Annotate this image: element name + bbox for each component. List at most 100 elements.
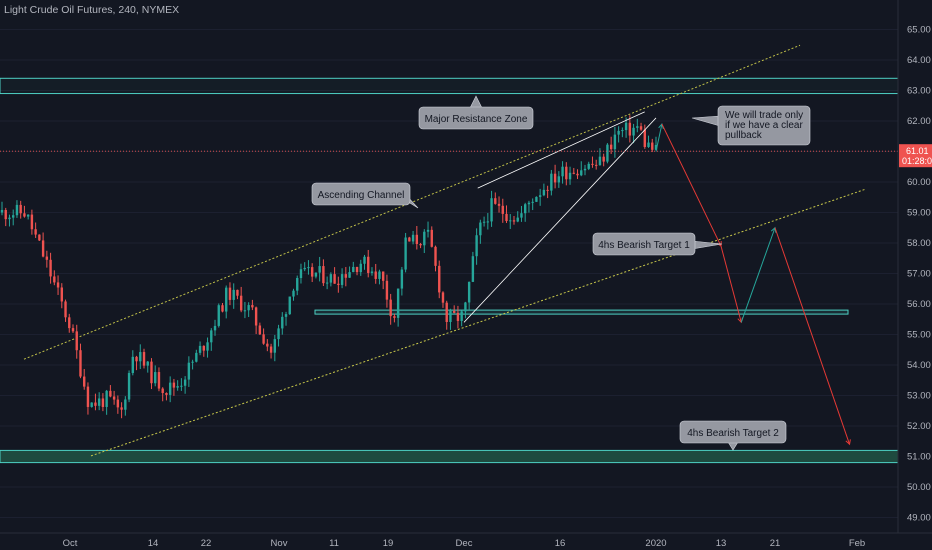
countdown-label: 01:28:03 bbox=[902, 156, 932, 166]
candle-body bbox=[415, 234, 419, 244]
candle-body bbox=[438, 265, 441, 293]
candle-body bbox=[501, 205, 504, 214]
candle-body bbox=[348, 272, 351, 278]
candle-body bbox=[127, 373, 131, 400]
time-scale[interactable]: Oct 14 22 Nov 11 19 Dec 16 2020 13 21 Feb bbox=[0, 532, 932, 549]
candle-body bbox=[359, 263, 362, 273]
target2-callout[interactable]: 4hs Bearish Target 2 bbox=[679, 420, 787, 451]
channel-lower-line[interactable] bbox=[90, 188, 867, 457]
candle-body bbox=[131, 356, 134, 374]
candle-body bbox=[262, 334, 265, 344]
target1-callout[interactable]: 4hs Bearish Target 1 bbox=[592, 232, 723, 256]
candle-body bbox=[441, 292, 445, 303]
candle-body bbox=[176, 386, 179, 388]
resistance-callout[interactable]: Major Resistance Zone bbox=[418, 95, 534, 130]
candle-body bbox=[322, 266, 325, 284]
candle-body bbox=[617, 130, 620, 135]
resistance-callout-text: Major Resistance Zone bbox=[425, 114, 528, 125]
candle-body bbox=[307, 267, 310, 269]
candle-body bbox=[225, 287, 228, 312]
price-tick-label: 50.00 bbox=[907, 482, 931, 493]
candle-body bbox=[161, 388, 164, 394]
candle-body bbox=[636, 126, 639, 128]
channel-callout[interactable]: Ascending Channel bbox=[311, 182, 419, 209]
candle-body bbox=[239, 295, 243, 311]
candle-body bbox=[325, 282, 329, 284]
zone-3[interactable] bbox=[0, 449, 899, 464]
candle-body bbox=[198, 345, 202, 353]
candle-body bbox=[482, 221, 486, 223]
wedge-upper[interactable] bbox=[477, 111, 645, 189]
candle-body bbox=[464, 302, 467, 312]
candle-body bbox=[426, 229, 430, 232]
candle-body bbox=[516, 217, 519, 222]
candle-body bbox=[624, 122, 628, 131]
candle-body bbox=[572, 172, 575, 174]
target1-callout-text: 4hs Bearish Target 1 bbox=[598, 240, 690, 251]
projection-segment[interactable] bbox=[740, 227, 776, 323]
candle-body bbox=[512, 220, 516, 222]
candle-body bbox=[639, 126, 643, 130]
candle-body bbox=[254, 307, 258, 326]
candle-body bbox=[142, 352, 146, 366]
candle-body bbox=[381, 271, 385, 281]
candle-body bbox=[520, 213, 523, 218]
candle-body bbox=[180, 385, 183, 387]
candle-body bbox=[154, 372, 157, 384]
projection-segment[interactable] bbox=[720, 245, 742, 323]
candle-body bbox=[292, 290, 295, 297]
candle-body bbox=[419, 243, 422, 246]
time-tick-label: 22 bbox=[201, 538, 212, 549]
candle-body bbox=[83, 376, 86, 387]
candle-body bbox=[606, 144, 609, 162]
candle-body bbox=[550, 173, 553, 191]
candle-body bbox=[101, 398, 105, 407]
zone-1[interactable] bbox=[0, 77, 899, 95]
candle-body bbox=[97, 398, 101, 406]
projection-path[interactable] bbox=[655, 123, 851, 446]
candle-body bbox=[475, 235, 478, 257]
price-tick-label: 64.00 bbox=[907, 55, 931, 66]
candle-body bbox=[277, 328, 280, 340]
candle-body bbox=[647, 142, 650, 147]
wedge-lower[interactable] bbox=[463, 117, 657, 323]
price-scale[interactable]: 65.00 64.00 63.00 62.00 60.00 59.00 58.00 57.00… bbox=[897, 0, 932, 550]
candle-body bbox=[654, 144, 658, 150]
candle-body bbox=[479, 222, 482, 236]
candle-body bbox=[94, 402, 97, 406]
candle-body bbox=[434, 246, 437, 266]
candle-body bbox=[400, 269, 404, 289]
candle-body bbox=[456, 312, 460, 321]
candle-body bbox=[318, 266, 321, 273]
price-tick-label: 51.00 bbox=[907, 452, 931, 463]
ascending-channel[interactable] bbox=[23, 44, 867, 457]
candle-body bbox=[531, 201, 534, 203]
projection-segment[interactable] bbox=[661, 123, 722, 247]
projection-segment[interactable] bbox=[774, 227, 851, 445]
candle-body bbox=[45, 256, 49, 260]
price-tick-label: 53.00 bbox=[907, 391, 931, 402]
candle-body bbox=[0, 209, 4, 213]
candle-body bbox=[49, 259, 52, 277]
channel-upper-line[interactable] bbox=[23, 44, 801, 360]
candle-body bbox=[90, 402, 93, 407]
rising-wedge[interactable] bbox=[463, 111, 657, 323]
candle-body bbox=[217, 305, 220, 326]
candle-body bbox=[467, 281, 471, 303]
callouts[interactable]: Major Resistance Zone Ascending Channel We… bbox=[311, 95, 811, 451]
chart-title: Light Crude Oil Futures, 240, NYMEX bbox=[4, 4, 180, 16]
price-tick-label: 62.00 bbox=[907, 116, 931, 127]
projection-segment[interactable] bbox=[655, 123, 663, 152]
candle-body bbox=[609, 144, 613, 150]
candle-body bbox=[64, 301, 67, 318]
candle-body bbox=[172, 382, 176, 388]
candle-body bbox=[109, 390, 112, 397]
candle-body bbox=[202, 345, 206, 351]
zone-2[interactable] bbox=[314, 309, 849, 315]
candle-body bbox=[38, 234, 41, 241]
candle-body bbox=[449, 310, 452, 322]
candle-body bbox=[165, 393, 168, 395]
candle-body bbox=[210, 330, 213, 343]
